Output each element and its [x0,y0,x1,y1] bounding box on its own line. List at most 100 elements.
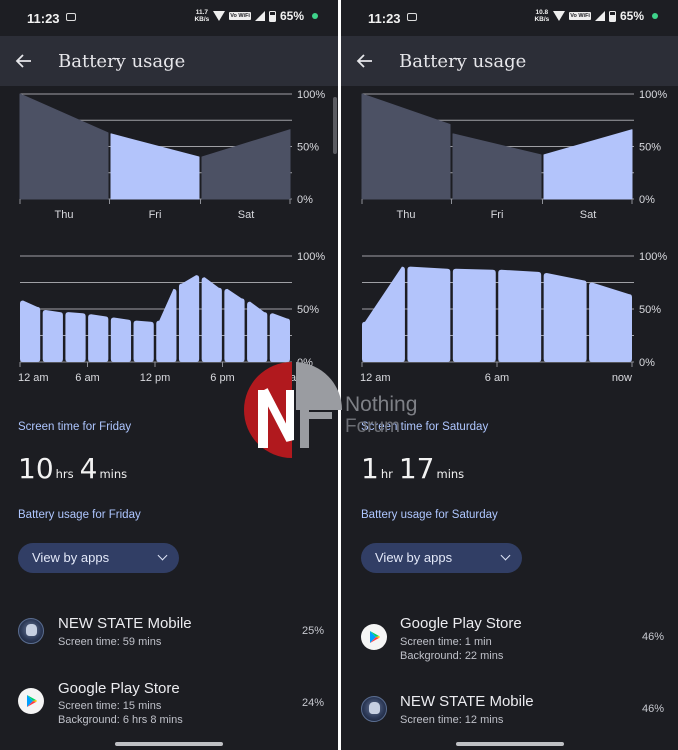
vowifi-icon: Vo WiFi [229,12,251,20]
screen-time-hours: 1 [361,452,379,485]
y-tick-label: 100% [297,89,325,101]
hourly-bar [133,320,154,362]
chevron-down-icon [157,550,168,561]
status-time: 11:23 [368,11,401,26]
page-title: Battery usage [58,51,186,72]
watermark-line1: Nothing [345,393,418,416]
network-speed-unit: KB/s [194,16,210,23]
daily-bar-fri [110,133,200,200]
x-tick-label: Fri [491,209,504,221]
network-speed-value: 11.7 [195,9,208,16]
screen-time-hours: 10 [18,452,54,485]
x-tick-label: Fri [149,209,162,221]
page-title: Battery usage [399,51,527,72]
app-row-new-state[interactable]: NEW STATE Mobile Screen time: 59 mins 25… [0,604,338,664]
hourly-bar [224,288,245,362]
wifi-icon [553,11,566,21]
app-percent: 46% [641,631,664,643]
gesture-nav-bar[interactable] [456,742,564,746]
screen-time-hours-unit: hr [380,467,393,481]
chevron-down-icon [500,550,511,561]
app-percent: 24% [301,697,324,709]
app-background-time: Background: 22 mins [400,650,504,662]
screen-record-icon [407,13,417,21]
hourly-bar [110,317,132,362]
scrollbar[interactable] [333,97,337,154]
x-tick-label: 12 am [360,372,391,384]
app-row-google-play[interactable]: Google Play Store Screen time: 15 mins B… [0,670,338,730]
hourly-bar [452,268,496,362]
screen-time-heading: Screen time for Saturday [361,421,489,433]
x-tick-label: 6 am [485,372,509,384]
screen-time-mins-unit: mins [99,467,128,481]
app-name: NEW STATE Mobile [58,615,192,632]
privacy-dot-icon [652,13,658,19]
app-name: Google Play Store [58,680,180,697]
battery-percent: 65% [619,9,644,23]
hourly-bar [20,300,41,362]
nothing-forum-logo-icon [244,362,342,458]
view-by-apps-dropdown[interactable]: View by apps [18,543,179,573]
network-speed: 10.8 KB/s [534,9,549,23]
hourly-bar [178,275,200,362]
app-row-google-play[interactable]: Google Play Store Screen time: 1 min Bac… [341,604,678,664]
x-tick-label: 12 pm [140,372,171,384]
app-name: Google Play Store [400,615,522,632]
hourly-bar [65,312,86,362]
y-tick-label: 100% [297,251,325,263]
hourly-bar [201,277,222,362]
hourly-bar [156,288,177,362]
y-tick-label: 0% [639,357,655,369]
google-play-icon [361,624,387,650]
x-tick-label: Sat [580,209,597,221]
gesture-nav-bar[interactable] [115,742,223,746]
hourly-bar [269,313,290,362]
network-speed: 11.7 KB/s [194,9,209,23]
hourly-bar [247,301,268,362]
screen-time-value: 10 hrs 4 mins [18,452,133,485]
screen-time-value: 1 hr 17 mins [361,452,470,485]
signal-icon [254,11,265,21]
app-name: NEW STATE Mobile [400,693,534,710]
y-tick-label: 50% [297,304,319,316]
view-by-apps-dropdown[interactable]: View by apps [361,543,522,573]
daily-bar-fri [452,133,542,200]
nothing-forum-watermark: Nothing Forum [244,360,444,460]
hourly-bar [498,269,542,362]
app-bar: Battery usage [0,36,338,86]
hourly-bar [88,314,109,362]
daily-bar-thu [19,93,109,200]
app-bar: Battery usage [341,36,678,86]
daily-bar-sat [201,129,291,200]
x-tick-label: 6 am [75,372,99,384]
privacy-dot-icon [312,13,318,19]
app-row-new-state[interactable]: NEW STATE Mobile Screen time: 12 mins 46… [341,682,678,742]
x-tick-label: Thu [397,209,416,221]
app-screen-time: Screen time: 1 min [400,636,492,648]
screen-time-mins: 17 [398,452,435,485]
right-screen: 11:23 10.8 KB/s Vo WiFi 65% Battery usag… [341,0,678,750]
hourly-bar [42,310,63,362]
screen-record-icon [66,13,76,21]
arrow-left-icon[interactable] [355,51,375,71]
new-state-icon [361,696,387,722]
battery-icon [268,10,276,22]
app-percent: 25% [301,625,324,637]
view-by-label: View by apps [32,550,110,565]
status-bar: 11:23 11.7 KB/s Vo WiFi 65% [0,0,338,36]
y-tick-label: 50% [639,304,661,316]
hourly-bar [362,266,405,362]
app-screen-time: Screen time: 15 mins [58,700,162,712]
app-background-time: Background: 6 hrs 8 mins [58,714,183,726]
battery-usage-heading: Battery usage for Saturday [361,509,498,521]
wifi-icon [213,11,226,21]
x-tick-label: 12 am [18,372,49,384]
status-bar: 11:23 10.8 KB/s Vo WiFi 65% [341,0,678,36]
daily-bar-sat [543,129,633,200]
watermark-line2: Forum [345,416,400,437]
right-battery-charts: 100% 50% 0% Thu Fri Sat 100% 50% 0% 12 am 6 am now [360,89,667,384]
arrow-left-icon[interactable] [14,51,34,71]
screen-time-mins: 4 [79,452,98,485]
status-icons: 11.7 KB/s Vo WiFi 65% [194,9,318,23]
